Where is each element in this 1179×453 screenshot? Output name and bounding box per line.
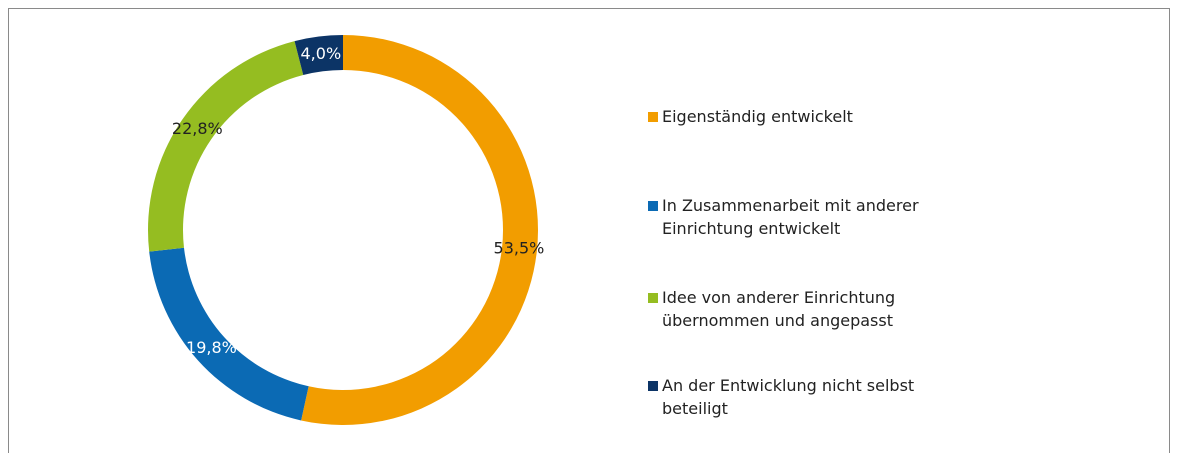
donut-segment xyxy=(301,35,539,426)
data-label: 19,8% xyxy=(186,338,237,357)
frame xyxy=(8,8,1170,453)
legend-label: Idee von anderer Einrichtung übernommen … xyxy=(662,288,896,330)
legend-label: Eigenständig entwickelt xyxy=(662,107,853,126)
legend-item: Idee von anderer Einrichtung übernommen … xyxy=(648,286,958,332)
donut-segment xyxy=(294,35,343,76)
data-label: 53,5% xyxy=(494,239,545,258)
legend-label: An der Entwicklung nicht selbst beteilig… xyxy=(662,376,915,418)
donut-segment xyxy=(148,41,304,252)
legend-item: Eigenständig entwickelt xyxy=(648,105,958,128)
legend-swatch xyxy=(648,112,658,122)
legend-item: In Zusammenarbeit mit anderer Einrichtun… xyxy=(648,194,958,240)
legend-swatch xyxy=(648,201,658,211)
legend-swatch xyxy=(648,293,658,303)
donut-segment xyxy=(149,247,309,421)
legend-swatch xyxy=(648,381,658,391)
data-label: 22,8% xyxy=(172,119,223,138)
data-label: 4,0% xyxy=(301,44,342,63)
legend-item: An der Entwicklung nicht selbst beteilig… xyxy=(648,374,958,420)
legend-label: In Zusammenarbeit mit anderer Einrichtun… xyxy=(662,196,919,238)
